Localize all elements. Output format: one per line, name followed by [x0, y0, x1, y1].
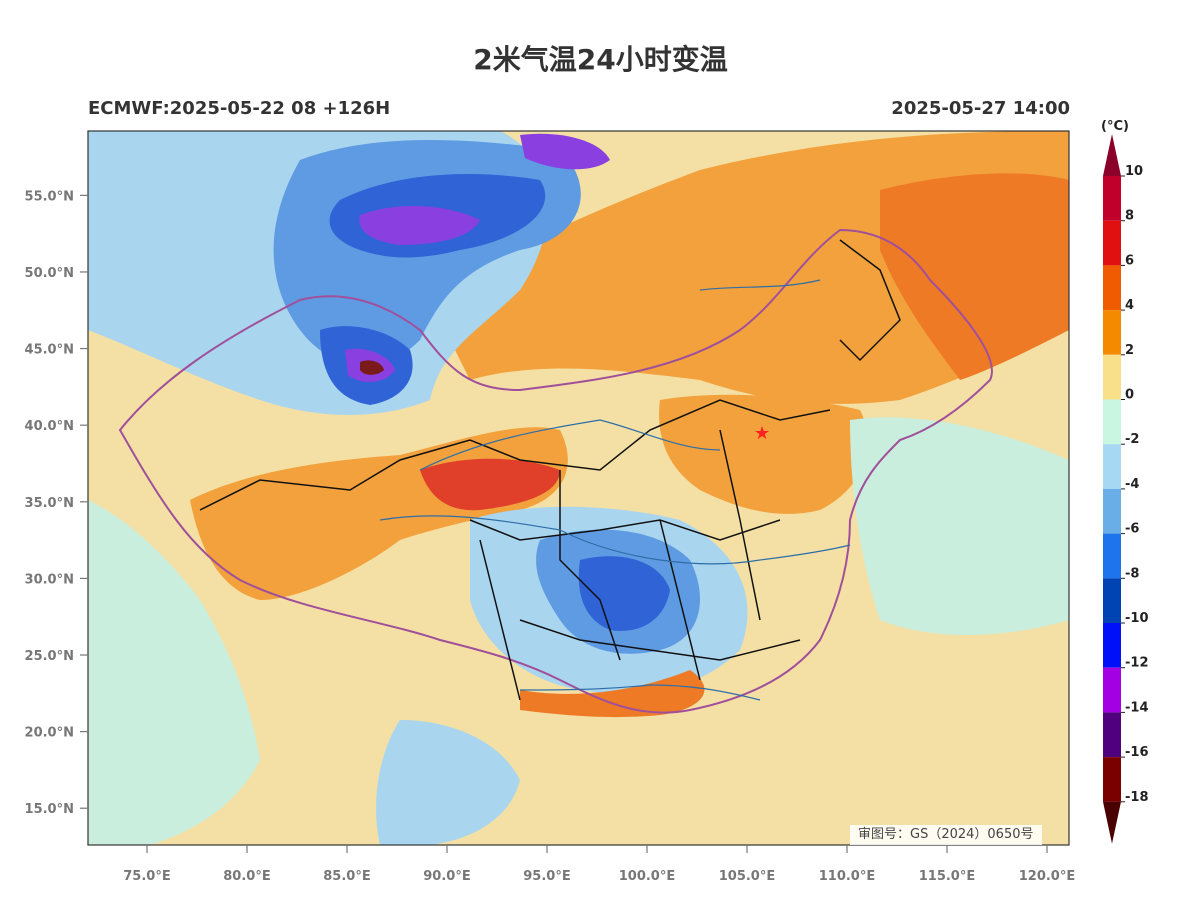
- colorbar-segment: [1103, 399, 1121, 445]
- lon-tick-label: 120.0°E: [1019, 869, 1076, 884]
- ocean-cool-region: [850, 417, 1069, 635]
- colorbar-unit-label: (°C): [1101, 119, 1129, 134]
- colorbar-segment: [1103, 220, 1121, 266]
- qinghai-hot-band: [420, 458, 560, 511]
- colorbar-level-label: 8: [1125, 209, 1134, 224]
- colorbar-level-label: -2: [1125, 432, 1139, 447]
- colorbar-level-label: -10: [1125, 611, 1149, 626]
- model-run-label: ECMWF:2025-05-22 08 +126H: [88, 98, 391, 119]
- lat-tick-label: 45.0°N: [25, 343, 74, 358]
- colorbar-level-label: -4: [1125, 477, 1139, 492]
- lat-tick-label: 50.0°N: [25, 266, 74, 281]
- colorbar-level-label: 10: [1125, 164, 1143, 179]
- south-sea-cool-region: [376, 720, 520, 845]
- lat-tick-label: 55.0°N: [25, 189, 74, 204]
- lat-tick-label: 25.0°N: [25, 649, 74, 664]
- colorbar-level-label: -6: [1125, 522, 1139, 537]
- colorbar-level-label: -16: [1125, 745, 1149, 760]
- map-approval-number: 审图号：GS（2024）0650号: [850, 825, 1042, 845]
- longitude-axis: 75.0°E 80.0°E 85.0°E 90.0°E 95.0°E 100.0°E 105…: [123, 845, 1075, 884]
- map-frame: [87, 130, 1070, 846]
- north-purple-core: [359, 205, 480, 245]
- lat-tick-label: 30.0°N: [25, 572, 74, 587]
- colorbar-segment: [1103, 354, 1121, 400]
- lon-tick-label: 100.0°E: [619, 869, 676, 884]
- colorbar-segment: [1103, 533, 1121, 579]
- lon-tick-label: 105.0°E: [719, 869, 776, 884]
- northeast-hot-region: [880, 173, 1069, 380]
- colorbar-level-label: 6: [1125, 253, 1134, 268]
- colorbar-level-label: -8: [1125, 566, 1139, 581]
- colorbar-level-label: 4: [1125, 298, 1134, 313]
- colorbar-segment: [1103, 757, 1121, 802]
- latitude-axis: 55.0°N 50.0°N 45.0°N 40.0°N 35.0°N 30.0°N 25.0…: [25, 189, 88, 817]
- colorbar-segment: [1103, 488, 1121, 534]
- colorbar-segment: [1103, 444, 1121, 489]
- colorbar: 10 8 6 4 2 0 -2 -4 -6 -8 -10 -12 -14 -16 -18: [1103, 134, 1149, 844]
- valid-time-label: 2025-05-27 14:00: [891, 98, 1070, 119]
- lon-tick-label: 85.0°E: [323, 869, 370, 884]
- capital-star-icon: ★: [754, 423, 770, 444]
- colorbar-segment: [1103, 578, 1121, 623]
- sichuan-colder-core: [578, 556, 670, 631]
- lon-tick-label: 110.0°E: [819, 869, 876, 884]
- lat-tick-label: 40.0°N: [25, 419, 74, 434]
- china-outline: [118, 228, 993, 714]
- colorbar-level-label: -12: [1125, 656, 1149, 671]
- national-border: [118, 228, 993, 714]
- temperature-field: [88, 131, 1069, 845]
- rivers: [379, 279, 851, 701]
- lon-tick-label: 75.0°E: [123, 869, 170, 884]
- colorbar-level-label: 2: [1125, 343, 1134, 358]
- xinjiang-extreme-spot: [360, 360, 384, 375]
- lat-tick-label: 20.0°N: [25, 726, 74, 741]
- colorbar-level-label: 0: [1125, 388, 1134, 403]
- province-borders: [199, 239, 901, 701]
- colorbar-bottom-arrow: [1103, 801, 1121, 844]
- north-purple-spot: [520, 133, 610, 170]
- lon-tick-label: 95.0°E: [523, 869, 570, 884]
- colorbar-segment: [1103, 623, 1121, 668]
- colorbar-segment: [1103, 176, 1121, 221]
- colorbar-segment: [1103, 310, 1121, 355]
- lat-tick-label: 15.0°N: [25, 802, 74, 817]
- colorbar-top-arrow: [1103, 134, 1121, 176]
- colorbar-segment: [1103, 667, 1121, 713]
- east-warm-region: [659, 394, 868, 514]
- map-title: 2米气温24小时变温: [473, 43, 728, 76]
- lon-tick-label: 115.0°E: [919, 869, 976, 884]
- colorbar-segment: [1103, 265, 1121, 311]
- colorbar-level-label: -18: [1125, 790, 1149, 805]
- lat-tick-label: 35.0°N: [25, 496, 74, 511]
- lon-tick-label: 80.0°E: [223, 869, 270, 884]
- lon-tick-label: 90.0°E: [423, 869, 470, 884]
- south-warm-band: [520, 670, 705, 718]
- west-cool-region: [88, 500, 260, 845]
- colorbar-segment: [1103, 712, 1121, 758]
- colorbar-level-label: -14: [1125, 700, 1149, 715]
